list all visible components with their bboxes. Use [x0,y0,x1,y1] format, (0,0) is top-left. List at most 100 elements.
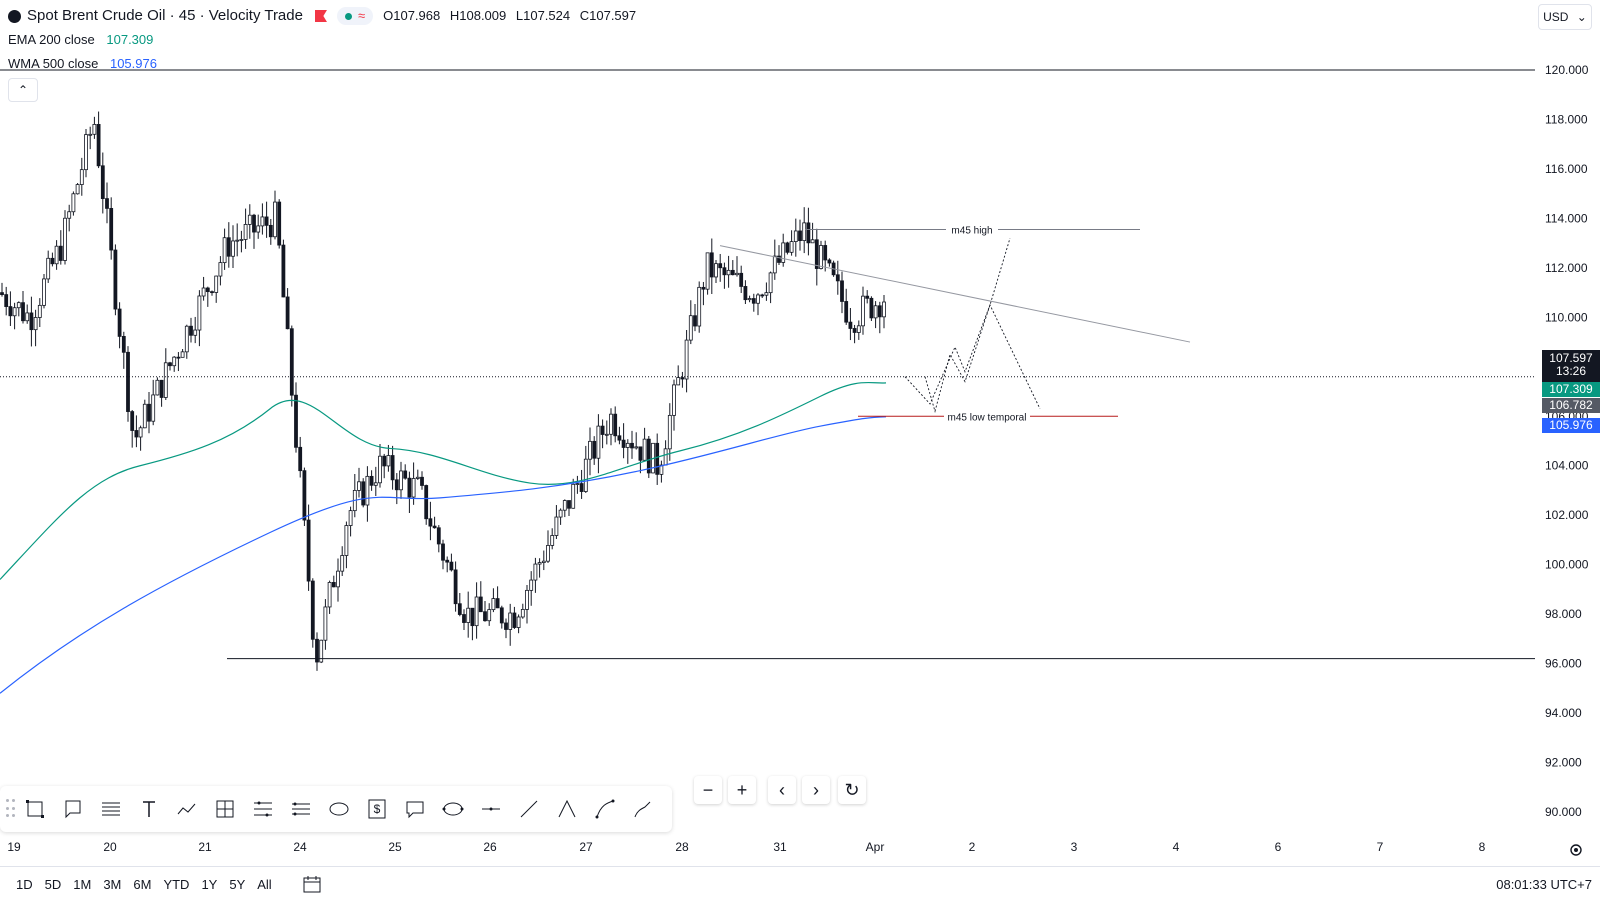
candle-body [827,259,832,264]
callout-tool-icon[interactable] [54,790,92,828]
drag-handle[interactable] [6,799,16,819]
candle-body [235,239,240,242]
candle-body [625,442,630,448]
range-all-button[interactable]: All [257,876,272,892]
wma-indicator-legend[interactable]: WMA 500 close 105.976 [8,56,157,71]
candle-body [252,214,256,233]
candle-body [231,240,235,257]
candle-body [663,448,668,466]
price-label-icon[interactable]: $ [358,790,396,828]
candle-body [747,298,752,301]
candle-body [306,519,311,582]
brush-tool-icon[interactable] [624,790,662,828]
candle-body [613,413,618,437]
reset-chart-button[interactable]: ↻ [838,776,866,804]
candle-body [562,500,567,511]
candle-body [42,278,46,306]
symbol-logo-icon [8,9,21,23]
price-tick-label: 90.000 [1545,805,1582,819]
symbol-title[interactable]: Spot Brent Crude Oil · 45 · Velocity Tra… [27,7,303,24]
candle-body [50,257,55,265]
scroll-left-button[interactable]: ‹ [768,776,796,804]
price-tick-label: 120.000 [1545,63,1589,77]
date-range-icon[interactable] [282,790,320,828]
price-tick-label: 114.000 [1545,211,1588,225]
clock-display[interactable]: 08:01:33 UTC+7 [1496,876,1592,892]
range-6m-button[interactable]: 6M [133,876,152,892]
candle-body [882,301,886,318]
currency-select[interactable]: USD ⌄ [1538,4,1592,30]
candle-body [168,362,172,367]
arc-tool-icon[interactable] [586,790,624,828]
candle-body [751,298,756,304]
minus-icon: − [702,779,714,800]
candle-body [772,255,777,274]
candle-body [546,545,550,562]
trend-line[interactable] [719,245,1191,343]
time-axis[interactable]: 19 20 21 24 25 26 27 28 31 Apr 2 3 4 6 7 8 [0,836,1540,858]
rectangle-tool-icon[interactable] [16,790,54,828]
range-1m-button[interactable]: 1M [73,876,92,892]
range-1d-button[interactable]: 1D [16,876,33,892]
candle-body [340,555,345,572]
candle-body [743,286,748,301]
fib-tool-icon[interactable] [92,790,130,828]
scroll-right-button[interactable]: › [802,776,830,804]
candle-body [781,242,786,263]
candle-body [621,439,626,448]
candle-body [222,237,227,264]
zoom-in-button[interactable]: + [728,776,756,804]
candle-body [483,611,487,622]
candle-body [739,272,744,287]
range-5d-button[interactable]: 5D [44,876,62,892]
candle-body [298,446,303,472]
ema-indicator-legend[interactable]: EMA 200 close 107.309 [8,32,154,47]
candle-body [294,394,298,448]
horizontal-line-icon[interactable] [472,790,510,828]
candle-body [873,305,878,319]
candle-body [642,438,647,461]
candle-body [508,612,513,630]
range-1y-button[interactable]: 1Y [201,876,218,892]
candle-body [264,216,269,226]
wma-line [0,416,887,694]
crosshair-tool-icon[interactable] [206,790,244,828]
candle-body [474,596,479,627]
price-tick-label: 102.000 [1545,508,1589,522]
candle-body [865,295,870,299]
candle-body [193,329,198,336]
trend-line-icon[interactable] [510,790,548,828]
range-5y-button[interactable]: 5Y [229,876,246,892]
candle-body [411,478,416,498]
price-tick-label: 100.000 [1545,558,1589,572]
go-to-date-button[interactable] [300,872,324,896]
triangle-tool-icon[interactable] [548,790,586,828]
candle-body [96,124,101,167]
candle-body [155,379,160,396]
range-ytd-button[interactable]: YTD [163,876,190,892]
candle-body [0,292,4,295]
candle-body [71,193,76,213]
price-tick-label: 118.000 [1545,112,1588,126]
candle-body [777,255,781,263]
zoom-out-button[interactable]: − [694,776,722,804]
gear-icon[interactable] [1568,842,1584,858]
comment-tool-icon[interactable] [396,790,434,828]
candle-body [499,607,504,624]
flag-icon[interactable] [314,10,327,22]
ellipse-tool-icon[interactable] [320,790,358,828]
parallel-channel-icon[interactable] [244,790,282,828]
projection-path-down[interactable] [904,303,1041,410]
curve-tool-icon[interactable] [434,790,472,828]
time-tick-label: 19 [7,840,21,854]
level-price-label: 106.782 [1542,398,1600,413]
path-tool-icon[interactable] [168,790,206,828]
candle-body [709,252,714,278]
text-tool-icon[interactable] [130,790,168,828]
collapse-legend-button[interactable]: ⌃ [8,78,38,102]
chevron-down-icon: ⌄ [1576,10,1587,24]
candle-body [369,475,374,486]
range-3m-button[interactable]: 3M [103,876,122,892]
market-status-pill[interactable]: ≈ [336,7,374,25]
